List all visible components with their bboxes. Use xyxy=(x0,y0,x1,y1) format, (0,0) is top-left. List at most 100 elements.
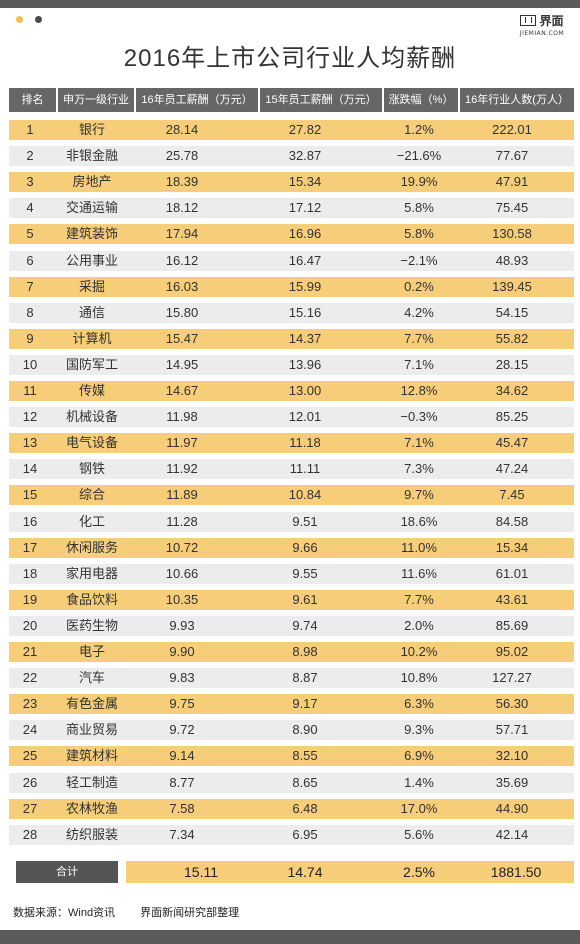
cell-salary-2016: 28.14 xyxy=(165,122,199,137)
cell-salary-2016: 9.90 xyxy=(169,644,195,659)
table-row xyxy=(9,381,574,401)
cell-salary-2016: 7.58 xyxy=(169,801,195,816)
cell-headcount: 61.01 xyxy=(495,566,529,581)
cell-industry: 汽车 xyxy=(78,670,105,685)
cell-headcount: 28.15 xyxy=(495,357,529,372)
column-header-industry: 申万一级行业 xyxy=(58,88,134,112)
cell-salary-2016: 11.97 xyxy=(166,435,198,450)
cell-salary-2015: 32.87 xyxy=(288,148,322,163)
cell-salary-2015: 12.01 xyxy=(288,409,322,424)
cell-rank: 18 xyxy=(22,566,38,581)
cell-salary-2016: 15.80 xyxy=(165,305,199,320)
cell-industry: 食品饮料 xyxy=(65,592,118,607)
cell-industry: 通信 xyxy=(78,305,105,320)
cell-salary-2015: 9.17 xyxy=(292,696,318,711)
cell-salary-2016: 11.28 xyxy=(166,514,198,529)
cell-change: 0.2% xyxy=(404,279,434,294)
cell-rank: 2 xyxy=(26,148,34,163)
total-change: 2.5% xyxy=(403,864,435,880)
yellow-dot-icon xyxy=(16,16,23,23)
cell-salary-2015: 9.66 xyxy=(292,540,318,555)
table-row xyxy=(9,198,574,218)
cell-change: 11.0% xyxy=(401,540,437,555)
column-header-salary-2016: 16年员工薪酬（万元） xyxy=(136,88,258,112)
cell-industry: 轻工制造 xyxy=(65,775,118,790)
cell-change: 17.0% xyxy=(400,801,438,816)
cell-salary-2015: 13.00 xyxy=(288,383,322,398)
table-row xyxy=(9,746,574,766)
table-row xyxy=(9,459,574,479)
cell-headcount: 48.93 xyxy=(495,253,529,268)
cell-headcount: 56.30 xyxy=(495,696,529,711)
cell-rank: 24 xyxy=(22,722,38,737)
table-row xyxy=(9,668,574,688)
cell-headcount: 34.62 xyxy=(495,383,529,398)
cell-headcount: 7.45 xyxy=(499,487,525,502)
cell-rank: 15 xyxy=(22,487,38,502)
cell-industry: 交通运输 xyxy=(65,200,118,215)
table-row xyxy=(9,825,574,845)
logo-subtext: JIEMIAN.COM xyxy=(519,30,565,37)
cell-industry: 房地产 xyxy=(72,174,112,189)
cell-rank: 19 xyxy=(22,592,38,607)
table-row xyxy=(9,720,574,740)
cell-headcount: 45.47 xyxy=(495,435,529,450)
cell-salary-2015: 8.65 xyxy=(292,775,318,790)
cell-salary-2015: 27.82 xyxy=(288,122,322,137)
column-header-salary-2015: 15年员工薪酬（万元） xyxy=(260,88,382,112)
cell-salary-2015: 8.98 xyxy=(292,644,318,659)
cell-industry: 建筑装饰 xyxy=(65,226,118,241)
cell-rank: 13 xyxy=(22,435,38,450)
cell-salary-2015: 15.16 xyxy=(288,305,322,320)
cell-salary-2016: 14.67 xyxy=(165,383,199,398)
cell-rank: 16 xyxy=(22,514,38,529)
cell-headcount: 47.24 xyxy=(495,461,529,476)
total-salary-2015: 14.74 xyxy=(287,864,323,880)
cell-salary-2015: 8.90 xyxy=(292,722,318,737)
compiler-note: 界面新闻研究部整理 xyxy=(140,907,240,919)
cell-industry: 医药生物 xyxy=(65,618,118,633)
cell-salary-2015: 9.55 xyxy=(292,566,318,581)
jiemian-logo: 界面 JIEMIAN.COM xyxy=(514,12,570,37)
cell-change: 7.1% xyxy=(404,357,434,372)
cell-salary-2015: 10.84 xyxy=(288,487,322,502)
cell-headcount: 57.71 xyxy=(495,722,529,737)
cell-change: 2.0% xyxy=(404,618,434,633)
cell-rank: 17 xyxy=(22,540,38,555)
cell-industry: 采掘 xyxy=(78,279,105,294)
table-row xyxy=(9,485,574,505)
cell-salary-2015: 11.11 xyxy=(289,461,321,476)
cell-salary-2015: 9.61 xyxy=(292,592,318,607)
table-row xyxy=(9,303,574,323)
cell-headcount: 54.15 xyxy=(495,305,529,320)
table-row xyxy=(9,407,574,427)
cell-industry: 国防军工 xyxy=(65,357,118,372)
table-row xyxy=(9,564,574,584)
cell-rank: 8 xyxy=(26,305,34,320)
cell-rank: 23 xyxy=(22,696,38,711)
cell-rank: 20 xyxy=(22,618,38,633)
cell-salary-2015: 9.74 xyxy=(292,618,318,633)
cell-change: 1.2% xyxy=(404,122,434,137)
total-salary-2016: 15.11 xyxy=(184,864,218,880)
table-row xyxy=(9,799,574,819)
cell-industry: 家用电器 xyxy=(65,566,118,581)
cell-salary-2016: 9.72 xyxy=(169,722,195,737)
cell-industry: 建筑材料 xyxy=(65,748,118,763)
column-header-change: 涨跌幅（%） xyxy=(384,88,458,112)
cell-rank: 27 xyxy=(22,801,38,816)
table-row xyxy=(9,251,574,271)
cell-salary-2016: 10.35 xyxy=(165,592,199,607)
cell-industry: 农林牧渔 xyxy=(65,801,118,816)
cell-change: 7.3% xyxy=(404,461,434,476)
top-bar xyxy=(0,0,580,8)
cell-headcount: 32.10 xyxy=(495,748,529,763)
cell-salary-2016: 9.14 xyxy=(169,748,195,763)
cell-industry: 纺织服装 xyxy=(65,827,118,842)
cell-headcount: 35.69 xyxy=(495,775,529,790)
table-row xyxy=(9,642,574,662)
cell-salary-2016: 18.39 xyxy=(165,174,199,189)
cell-industry: 机械设备 xyxy=(65,409,118,424)
table-row xyxy=(9,590,574,610)
cell-salary-2015: 15.34 xyxy=(288,174,322,189)
